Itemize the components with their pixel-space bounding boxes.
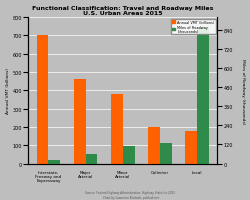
Legend: Annual VMT (billions), Miles of Roadway
(thousands): Annual VMT (billions), Miles of Roadway …	[170, 20, 215, 35]
Bar	[196, 28, 208, 164]
Bar	[85, 154, 97, 164]
Bar	[184, 131, 196, 164]
Bar	[36, 36, 48, 164]
Bar	[159, 143, 171, 164]
Title: Functional Classification: Travel and Roadway Miles
U.S. Urban Areas 2015: Functional Classification: Travel and Ro…	[32, 6, 212, 16]
Bar	[110, 95, 122, 164]
Text: Source: Federal Highway Administration, Highway Statistics 2015
Chart by Lawrenc: Source: Federal Highway Administration, …	[85, 190, 175, 199]
Bar	[48, 161, 60, 164]
Bar	[122, 146, 134, 164]
Y-axis label: Annual VMT (billions): Annual VMT (billions)	[6, 68, 10, 114]
Y-axis label: Miles of Roadway (thousands): Miles of Roadway (thousands)	[240, 58, 244, 123]
Bar	[74, 80, 85, 164]
Bar	[148, 127, 159, 164]
